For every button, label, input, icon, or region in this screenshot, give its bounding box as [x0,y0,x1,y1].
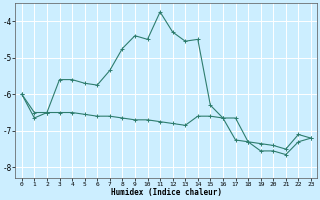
X-axis label: Humidex (Indice chaleur): Humidex (Indice chaleur) [111,188,222,197]
